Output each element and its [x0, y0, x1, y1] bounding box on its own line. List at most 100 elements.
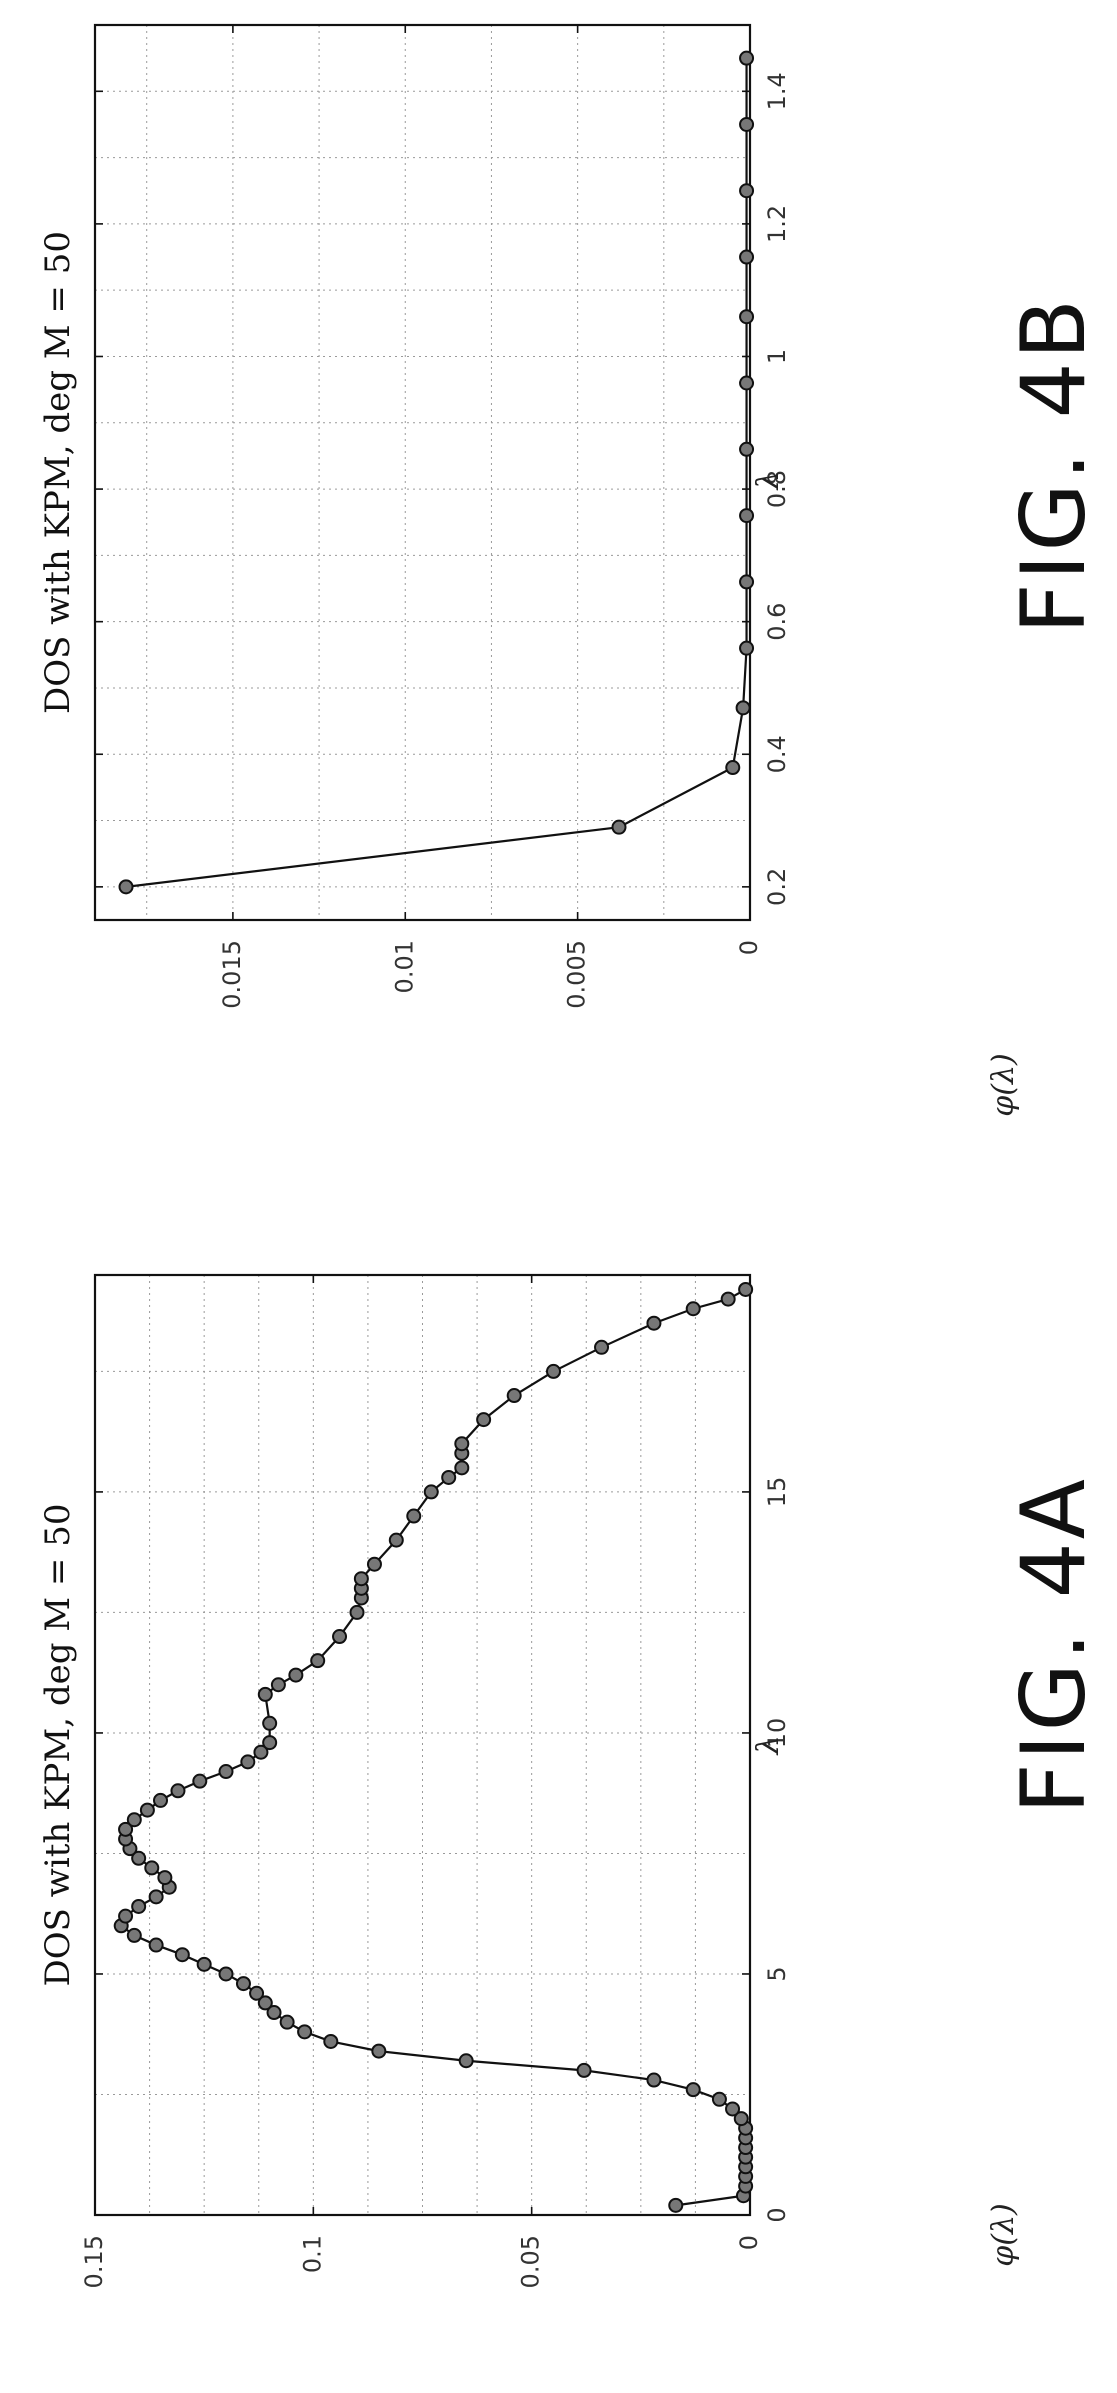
data-point-marker: [646, 1315, 662, 1331]
data-point-marker: [148, 1889, 164, 1905]
data-point-marker: [323, 2033, 339, 2049]
x-tick-label: 15: [763, 1477, 791, 1508]
data-point-marker: [288, 1667, 304, 1683]
plot-title: DOS with KPM, deg M = 50: [38, 1504, 78, 1987]
series-line: [119, 1288, 747, 2207]
data-point-marker: [131, 1850, 147, 1866]
data-point-marker: [546, 1363, 561, 1379]
y-axis-label: φ(λ): [986, 1053, 1021, 1116]
data-point-marker: [118, 1821, 134, 1837]
data-point-marker: [739, 441, 755, 457]
data-point-marker: [738, 1281, 754, 1297]
data-point-marker: [148, 1937, 164, 1953]
data-point-marker: [739, 309, 755, 325]
data-point-marker: [266, 2005, 282, 2021]
data-point-marker: [611, 819, 627, 835]
data-point-marker: [310, 1653, 326, 1669]
data-point-marker: [349, 1604, 365, 1620]
plot-frame: [93, 1273, 752, 2217]
data-point-marker: [253, 1744, 269, 1760]
series-line: [125, 58, 748, 888]
data-point-marker: [685, 1301, 701, 1317]
data-point-marker: [594, 1339, 610, 1355]
data-point-marker: [139, 1802, 155, 1818]
data-point-marker: [739, 640, 755, 656]
y-axis-label: φ(λ): [986, 2203, 1021, 2266]
data-point-marker: [739, 116, 755, 132]
data-point-marker: [711, 2091, 727, 2107]
data-point-marker: [262, 1735, 278, 1751]
data-point-marker: [332, 1629, 348, 1645]
data-point-marker: [235, 1976, 251, 1992]
x-tick-label: 1.2: [763, 205, 791, 243]
plot-frame: [93, 23, 752, 922]
x-tick-label: 0.6: [763, 603, 791, 641]
data-point-marker: [270, 1677, 286, 1693]
data-point-marker: [192, 1773, 208, 1789]
data-point-marker: [170, 1783, 186, 1799]
y-tick-label: 0: [735, 940, 763, 955]
data-point-marker: [126, 1812, 142, 1828]
data-point-marker: [476, 1412, 492, 1428]
data-point-marker: [454, 1436, 470, 1452]
y-tick-label: 0.1: [298, 2235, 326, 2273]
data-point-marker: [279, 2014, 295, 2030]
data-point-marker: [739, 249, 755, 265]
x-tick-label: 1: [763, 349, 791, 364]
data-point-marker: [257, 1995, 273, 2011]
data-point-marker: [506, 1388, 522, 1404]
x-tick-label: 5: [763, 1966, 791, 1981]
data-point-marker: [739, 574, 755, 590]
data-point-marker: [262, 1715, 278, 1731]
chart-panel-fig-4b: 0.2 0.4 0.6 0.8 1 1.2 1.4 0 0.005 0.01 0.015 DOS wi…: [38, 23, 1105, 1117]
data-point-marker: [739, 508, 755, 524]
data-point-marker: [739, 375, 755, 391]
data-point-marker: [458, 2053, 474, 2069]
data-point-marker: [126, 1927, 142, 1943]
data-point-marker: [240, 1754, 256, 1770]
data-point-marker: [366, 1556, 382, 1572]
data-point-marker: [733, 2111, 749, 2127]
data-point-marker: [249, 1985, 265, 2001]
data-point-marker: [725, 760, 741, 776]
x-tick-label: 0: [763, 2207, 791, 2222]
figure-caption: FIG. 4A: [1002, 1476, 1105, 1814]
figure-caption: FIG. 4B: [1002, 296, 1105, 634]
y-tick-label: 0: [735, 2235, 763, 2250]
x-axis-label: λ: [751, 1735, 786, 1755]
x-tick-label: 10: [763, 1718, 791, 1749]
data-point-marker: [725, 2101, 741, 2117]
data-point-marker: [735, 700, 751, 716]
y-tick-label: 0.005: [563, 940, 591, 1009]
data-point-marker: [131, 1898, 147, 1914]
data-point-marker: [739, 50, 755, 66]
data-point-marker: [739, 183, 755, 199]
data-point-marker: [371, 2043, 387, 2059]
data-point-marker: [454, 1460, 470, 1476]
y-tick-label: 0.15: [80, 2235, 108, 2288]
chart-panel-fig-4a: 0 5 10 15 0 0.05 0.1 0.15 DOS with KPM, deg M = …: [38, 1273, 1105, 2288]
data-point-marker: [685, 2082, 701, 2098]
x-tick-label: 1.4: [763, 72, 791, 110]
data-point-marker: [218, 1966, 234, 1982]
data-point-marker: [441, 1469, 457, 1485]
x-tick-label: 0.2: [763, 868, 791, 906]
data-point-marker: [406, 1508, 422, 1524]
data-point-marker: [388, 1532, 404, 1548]
data-point-marker: [257, 1686, 273, 1702]
data-point-marker: [353, 1571, 369, 1587]
data-point-marker: [720, 1291, 736, 1307]
data-point-marker: [218, 1764, 234, 1780]
data-point-marker: [423, 1484, 439, 1500]
data-point-marker: [157, 1870, 173, 1886]
data-point-marker: [297, 2024, 313, 2040]
y-tick-label: 0.01: [390, 940, 418, 993]
data-point-marker: [174, 1947, 190, 1963]
data-point-marker: [153, 1792, 168, 1808]
x-axis-label: λ: [751, 470, 786, 490]
plot-title: DOS with KPM, deg M = 50: [38, 231, 78, 714]
y-tick-label: 0.015: [218, 940, 246, 1009]
data-point-marker: [196, 1956, 212, 1972]
data-point-marker: [118, 1908, 134, 1924]
x-tick-label: 0.4: [763, 735, 791, 773]
